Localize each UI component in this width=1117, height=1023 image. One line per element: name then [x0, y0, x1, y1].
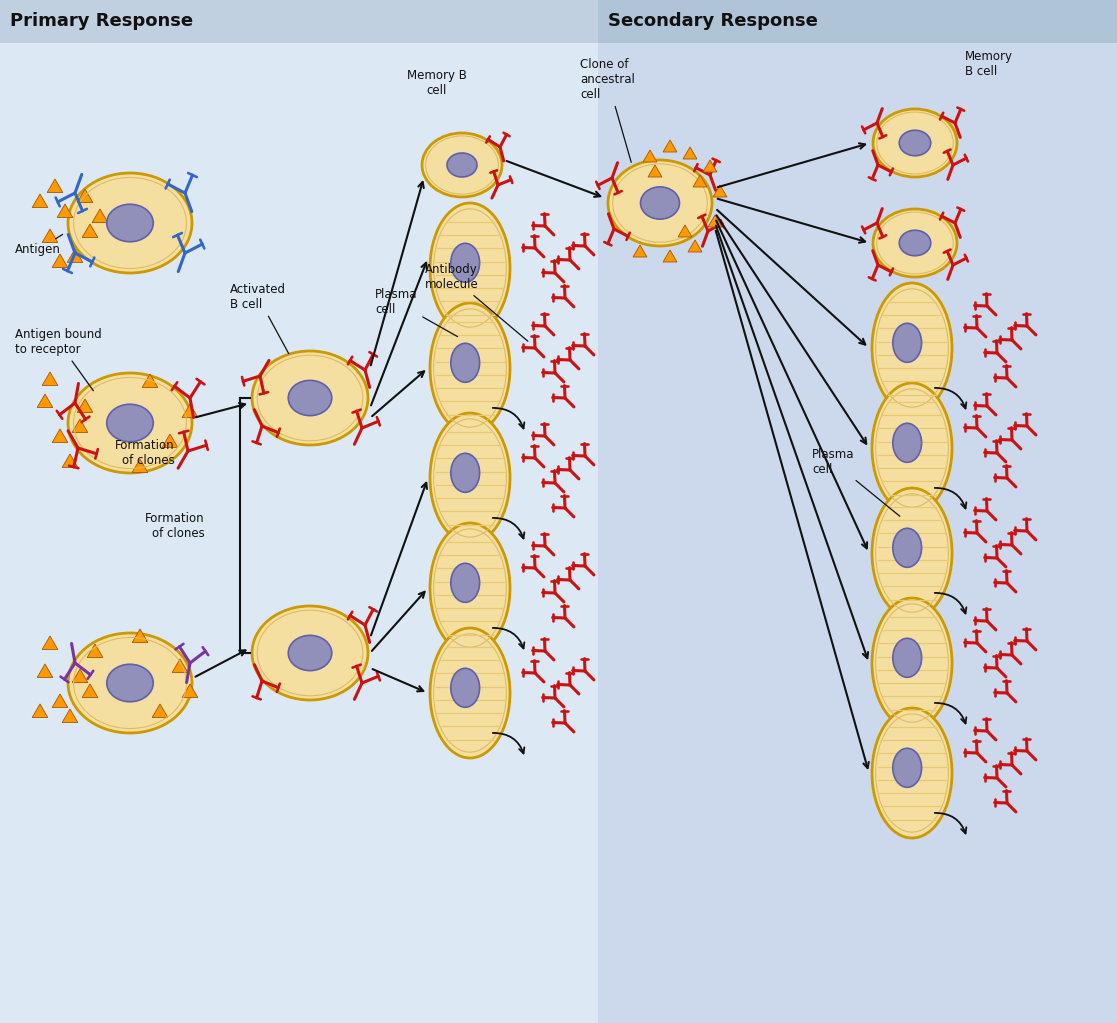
Polygon shape — [87, 644, 103, 658]
Text: Antigen bound
to receptor: Antigen bound to receptor — [15, 328, 102, 391]
Ellipse shape — [892, 528, 922, 568]
Polygon shape — [63, 454, 78, 468]
Ellipse shape — [107, 205, 153, 241]
Ellipse shape — [288, 635, 332, 671]
Bar — [598, 0, 1117, 43]
Polygon shape — [663, 250, 677, 262]
Text: Activated
B cell: Activated B cell — [230, 283, 288, 354]
Polygon shape — [693, 175, 707, 187]
Polygon shape — [73, 669, 88, 682]
Ellipse shape — [430, 628, 510, 758]
Bar — [0, 0, 598, 43]
Ellipse shape — [640, 187, 679, 219]
Ellipse shape — [899, 230, 930, 256]
Polygon shape — [132, 459, 147, 473]
Ellipse shape — [892, 323, 922, 362]
Ellipse shape — [252, 606, 367, 700]
Text: Memory
B cell: Memory B cell — [965, 50, 1013, 78]
Polygon shape — [708, 215, 722, 227]
Polygon shape — [132, 629, 147, 642]
Ellipse shape — [430, 203, 510, 333]
Polygon shape — [42, 229, 58, 242]
Ellipse shape — [252, 351, 367, 445]
Ellipse shape — [872, 598, 952, 728]
Ellipse shape — [68, 173, 192, 273]
Polygon shape — [703, 160, 717, 172]
Ellipse shape — [892, 748, 922, 788]
Polygon shape — [47, 179, 63, 192]
Text: Formation
of clones: Formation of clones — [115, 439, 175, 468]
Bar — [598, 0, 1117, 1023]
Polygon shape — [42, 372, 58, 386]
Polygon shape — [52, 429, 68, 443]
Polygon shape — [93, 209, 108, 222]
Ellipse shape — [892, 638, 922, 677]
Ellipse shape — [899, 130, 930, 155]
Polygon shape — [77, 399, 93, 412]
Ellipse shape — [447, 153, 477, 177]
Ellipse shape — [872, 383, 952, 513]
Ellipse shape — [422, 133, 502, 197]
Polygon shape — [663, 140, 677, 152]
Polygon shape — [633, 244, 647, 257]
Text: Plasma
cell: Plasma cell — [375, 288, 458, 337]
Polygon shape — [648, 165, 662, 177]
Polygon shape — [73, 419, 88, 433]
Polygon shape — [643, 150, 657, 162]
Polygon shape — [77, 189, 93, 203]
Ellipse shape — [107, 404, 153, 442]
Polygon shape — [688, 240, 701, 252]
Polygon shape — [67, 249, 83, 263]
Ellipse shape — [872, 708, 952, 838]
Text: Formation
of clones: Formation of clones — [145, 512, 206, 540]
Ellipse shape — [430, 523, 510, 653]
Ellipse shape — [451, 564, 479, 603]
Polygon shape — [83, 224, 98, 237]
Text: Plasma
cell: Plasma cell — [812, 448, 900, 517]
Polygon shape — [678, 225, 691, 237]
Polygon shape — [713, 185, 727, 197]
Ellipse shape — [68, 373, 192, 473]
Polygon shape — [32, 704, 48, 717]
Ellipse shape — [430, 303, 510, 433]
Ellipse shape — [873, 109, 957, 177]
Ellipse shape — [873, 209, 957, 277]
Text: Secondary Response: Secondary Response — [608, 12, 818, 31]
Polygon shape — [682, 147, 697, 159]
Polygon shape — [142, 374, 157, 388]
Ellipse shape — [451, 243, 479, 282]
Polygon shape — [63, 709, 78, 722]
Polygon shape — [32, 194, 48, 208]
Ellipse shape — [107, 664, 153, 702]
Polygon shape — [52, 694, 68, 708]
Ellipse shape — [451, 668, 479, 707]
Text: Antibody
molecule: Antibody molecule — [424, 263, 528, 342]
Polygon shape — [152, 704, 168, 717]
Polygon shape — [42, 636, 58, 650]
Ellipse shape — [451, 453, 479, 492]
Polygon shape — [37, 664, 52, 677]
Polygon shape — [172, 659, 188, 672]
Polygon shape — [37, 394, 52, 407]
Ellipse shape — [872, 488, 952, 618]
Text: Clone of
ancestral
cell: Clone of ancestral cell — [580, 58, 634, 163]
Ellipse shape — [892, 424, 922, 462]
Polygon shape — [162, 434, 178, 447]
Ellipse shape — [872, 283, 952, 413]
Text: Antigen: Antigen — [15, 234, 63, 256]
Polygon shape — [83, 684, 98, 698]
Ellipse shape — [608, 160, 712, 246]
Text: Memory B
cell: Memory B cell — [407, 69, 467, 97]
Ellipse shape — [288, 381, 332, 415]
Ellipse shape — [68, 633, 192, 733]
Ellipse shape — [451, 344, 479, 383]
Polygon shape — [57, 204, 73, 218]
Polygon shape — [52, 254, 68, 267]
Ellipse shape — [430, 413, 510, 543]
Polygon shape — [182, 404, 198, 417]
Polygon shape — [182, 684, 198, 698]
Text: Primary Response: Primary Response — [10, 12, 193, 31]
Bar — [0, 0, 598, 1023]
